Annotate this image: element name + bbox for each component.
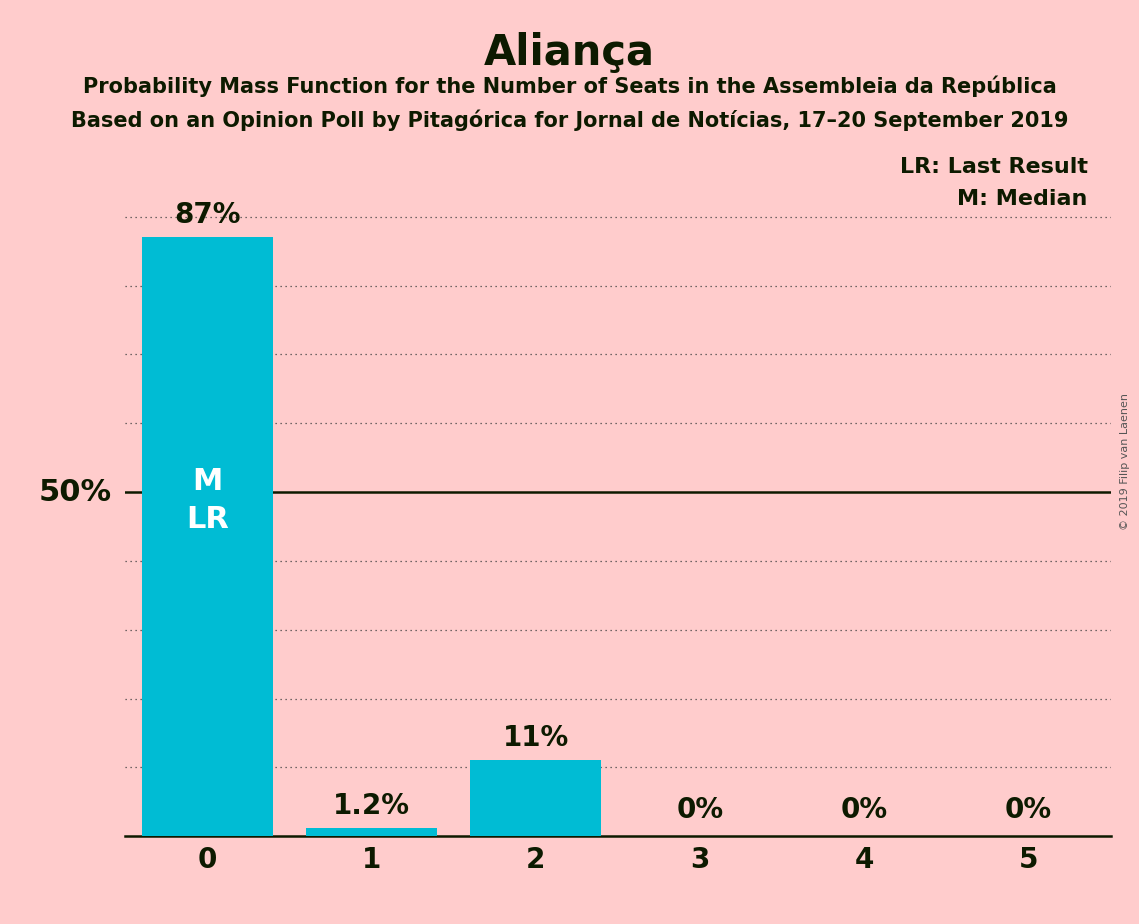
Text: 1.2%: 1.2% — [333, 792, 410, 820]
Text: © 2019 Filip van Laenen: © 2019 Filip van Laenen — [1121, 394, 1130, 530]
Text: 87%: 87% — [174, 201, 240, 229]
Text: M
LR: M LR — [186, 468, 229, 534]
Text: 11%: 11% — [502, 724, 568, 752]
Text: 0%: 0% — [841, 796, 887, 824]
Text: 50%: 50% — [39, 478, 112, 506]
Text: 0%: 0% — [677, 796, 723, 824]
Bar — [306, 828, 437, 836]
Text: Probability Mass Function for the Number of Seats in the Assembleia da República: Probability Mass Function for the Number… — [83, 76, 1056, 97]
Text: 0%: 0% — [1005, 796, 1052, 824]
Text: M: Median: M: Median — [958, 189, 1088, 210]
Text: Based on an Opinion Poll by Pitagórica for Jornal de Notícias, 17–20 September 2: Based on an Opinion Poll by Pitagórica f… — [71, 109, 1068, 130]
Text: LR: Last Result: LR: Last Result — [900, 157, 1088, 177]
Text: Aliança: Aliança — [484, 32, 655, 74]
Bar — [470, 760, 601, 836]
Bar — [141, 237, 273, 836]
